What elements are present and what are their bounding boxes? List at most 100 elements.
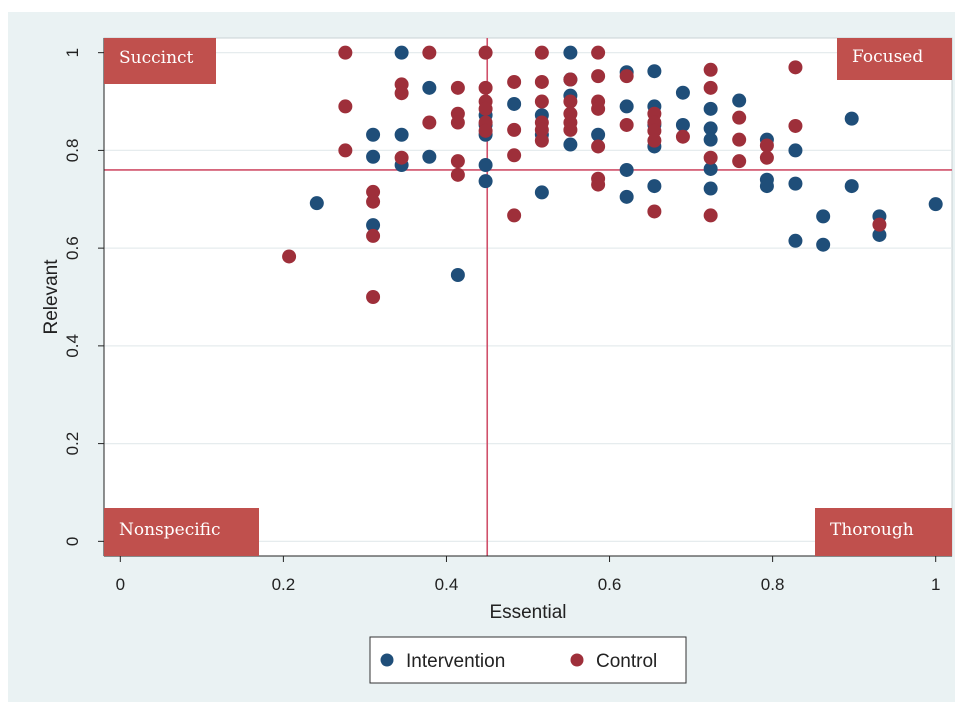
data-points — [282, 45, 943, 304]
y-ticks: 0 0.2 0.4 0.6 0.8 1 — [63, 48, 104, 546]
svg-text:Succinct: Succinct — [119, 48, 194, 68]
point-intervention — [788, 233, 803, 248]
point-intervention — [703, 181, 718, 196]
point-control — [872, 217, 887, 232]
point-intervention — [366, 218, 381, 233]
point-control — [703, 62, 718, 77]
point-intervention — [619, 99, 634, 114]
point-intervention — [759, 179, 774, 194]
point-control — [619, 69, 634, 84]
point-control — [366, 228, 381, 243]
point-intervention — [732, 93, 747, 108]
point-control — [338, 45, 353, 60]
point-intervention — [366, 127, 381, 142]
point-intervention — [816, 237, 831, 252]
point-control — [732, 110, 747, 125]
point-control — [478, 123, 493, 138]
point-control — [703, 80, 718, 95]
point-control — [338, 99, 353, 114]
point-intervention — [394, 127, 409, 142]
y-axis-title: Relevant — [41, 259, 62, 335]
point-control — [394, 150, 409, 165]
point-intervention — [422, 80, 437, 95]
point-control — [422, 115, 437, 130]
legend-label-control: Control — [596, 651, 657, 672]
point-intervention — [478, 174, 493, 189]
point-intervention — [675, 117, 690, 132]
svg-text:Thorough: Thorough — [830, 520, 914, 540]
point-control — [366, 290, 381, 304]
y-tick-label: 0.2 — [63, 432, 82, 456]
point-control — [788, 60, 803, 75]
x-tick-label: 0 — [116, 575, 125, 594]
point-intervention — [703, 161, 718, 176]
point-control — [759, 138, 774, 153]
point-control — [394, 86, 409, 101]
point-control — [507, 74, 522, 89]
point-intervention — [928, 197, 943, 212]
point-intervention — [788, 143, 803, 158]
x-axis-title: Essential — [489, 602, 566, 623]
point-control — [732, 132, 747, 147]
point-intervention — [563, 137, 578, 152]
point-intervention — [534, 185, 549, 200]
svg-text:Focused: Focused — [852, 47, 923, 67]
point-control — [647, 123, 662, 138]
point-control — [591, 45, 606, 60]
legend-marker-intervention — [380, 653, 394, 667]
point-control — [591, 69, 606, 84]
x-tick-label: 0.8 — [761, 575, 785, 594]
x-ticks: 0 0.2 0.4 0.6 0.8 1 — [116, 556, 940, 594]
point-control — [675, 129, 690, 144]
point-intervention — [507, 96, 522, 111]
point-control — [422, 45, 437, 60]
point-intervention — [619, 189, 634, 204]
quadrant-label-nonspecific: Nonspecific — [104, 508, 259, 556]
point-control — [591, 177, 606, 192]
quadrant-label-succinct: Succinct — [104, 38, 216, 84]
y-tick-label: 0 — [63, 537, 82, 546]
point-intervention — [591, 127, 606, 142]
point-intervention — [788, 176, 803, 191]
point-control — [534, 133, 549, 148]
point-control — [507, 208, 522, 223]
point-control — [703, 150, 718, 165]
point-control — [478, 101, 493, 116]
point-control — [534, 74, 549, 89]
point-control — [591, 101, 606, 116]
point-intervention — [394, 45, 409, 60]
point-control — [591, 139, 606, 154]
y-tick-label: 0.4 — [63, 334, 82, 358]
point-intervention — [366, 149, 381, 164]
point-control — [563, 94, 578, 109]
point-control — [507, 148, 522, 163]
y-tick-label: 0.8 — [63, 139, 82, 163]
point-intervention — [703, 101, 718, 116]
point-intervention — [450, 268, 465, 283]
point-intervention — [844, 179, 859, 194]
point-control — [282, 249, 297, 264]
svg-text:Nonspecific: Nonspecific — [119, 520, 221, 540]
point-control — [478, 80, 493, 95]
legend-label-intervention: Intervention — [406, 651, 505, 672]
point-control — [534, 45, 549, 60]
point-control — [788, 118, 803, 133]
point-intervention — [816, 209, 831, 224]
point-intervention — [647, 64, 662, 79]
point-control — [366, 194, 381, 209]
point-intervention — [675, 85, 690, 100]
x-tick-label: 0.4 — [435, 575, 459, 594]
legend-marker-control — [570, 653, 584, 667]
point-control — [450, 154, 465, 169]
quadrant-label-thorough: Thorough — [815, 508, 952, 556]
point-intervention — [703, 132, 718, 147]
point-intervention — [619, 162, 634, 177]
y-tick-label: 0.6 — [63, 236, 82, 260]
point-control — [478, 45, 493, 60]
legend: Intervention Control — [369, 636, 687, 684]
point-control — [732, 154, 747, 169]
point-intervention — [647, 179, 662, 194]
x-tick-label: 0.6 — [598, 575, 622, 594]
plot-panel — [103, 37, 953, 557]
